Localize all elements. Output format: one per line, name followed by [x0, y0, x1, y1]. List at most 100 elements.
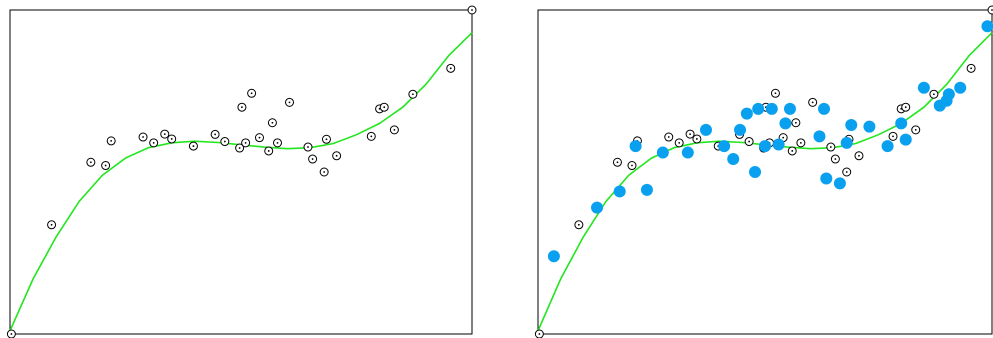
point-center-dot: [616, 161, 619, 164]
open-data-point: [321, 134, 331, 144]
open-data-point: [47, 220, 57, 230]
open-data-point: [366, 131, 376, 141]
point-center-dot: [271, 121, 274, 124]
filled-data-point: [727, 153, 740, 166]
point-center-dot: [991, 9, 993, 11]
point-center-dot: [631, 164, 633, 167]
point-ring: [987, 5, 993, 15]
point-center-dot: [794, 121, 797, 124]
open-data-point: [842, 167, 852, 177]
open-data-point: [901, 102, 911, 112]
open-data-point: [744, 137, 754, 147]
filled-data-point: [863, 120, 876, 133]
open-data-point: [808, 97, 818, 107]
filled-data-point: [759, 140, 771, 153]
point-center-dot: [577, 223, 580, 226]
open-data-point: [237, 102, 247, 112]
filled-data-point: [917, 81, 930, 94]
point-center-dot: [163, 133, 166, 135]
open-data-point: [664, 132, 674, 142]
point-center-dot: [311, 158, 314, 160]
filled-data-point: [954, 81, 967, 94]
fit-curve: [9, 32, 473, 332]
point-center-dot: [799, 141, 802, 144]
point-center-dot: [170, 138, 173, 140]
open-data-point: [685, 129, 695, 139]
open-data-point: [379, 102, 389, 112]
filled-data-point: [818, 102, 831, 115]
open-data-point: [308, 154, 318, 164]
plot-frame: [9, 9, 473, 335]
point-center-dot: [214, 133, 217, 136]
filled-data-point: [547, 250, 560, 263]
open-data-point: [220, 137, 230, 147]
open-data-point: [966, 63, 976, 73]
open-data-point: [332, 151, 342, 161]
point-center-dot: [845, 171, 848, 173]
point-center-dot: [370, 135, 373, 138]
point-center-dot: [110, 139, 113, 142]
point-center-dot: [258, 136, 261, 139]
point-center-dot: [932, 93, 935, 96]
open-data-point: [6, 329, 16, 338]
left-scatter-panel: [6, 5, 477, 338]
filled-data-point: [681, 146, 694, 159]
open-data-point: [247, 88, 257, 98]
open-data-point: [235, 143, 245, 153]
filled-data-point: [772, 138, 785, 151]
point-center-dot: [696, 138, 698, 140]
point-center-dot: [834, 158, 837, 160]
open-data-point: [612, 157, 622, 167]
filled-data-point: [895, 117, 908, 130]
point-center-dot: [152, 141, 155, 144]
open-data-point: [826, 142, 836, 152]
filled-data-point: [656, 146, 669, 159]
filled-data-point: [783, 102, 796, 115]
open-data-point: [86, 157, 96, 167]
filled-data-point: [820, 172, 833, 185]
open-data-point: [929, 89, 939, 99]
point-center-dot: [538, 333, 541, 335]
filled-data-point: [813, 130, 826, 143]
open-data-point: [210, 129, 220, 139]
filled-data-point: [845, 119, 858, 132]
open-data-point: [272, 138, 282, 148]
point-center-dot: [858, 154, 860, 157]
open-data-point: [467, 5, 477, 15]
open-data-point: [854, 151, 864, 161]
open-data-point: [160, 129, 170, 139]
open-data-point: [796, 138, 806, 148]
point-center-dot: [791, 150, 794, 152]
open-data-point: [241, 138, 251, 148]
point-center-dot: [323, 171, 326, 173]
open-data-point: [791, 118, 801, 128]
open-data-point: [167, 134, 177, 144]
open-data-point: [389, 125, 399, 135]
point-center-dot: [411, 93, 414, 96]
point-center-dot: [307, 146, 309, 148]
point-center-dot: [89, 161, 92, 164]
fit-curve: [537, 32, 993, 332]
point-center-dot: [142, 136, 144, 138]
point-center-dot: [267, 150, 270, 152]
point-center-dot: [811, 101, 814, 104]
point-center-dot: [829, 146, 832, 148]
open-data-point: [830, 154, 840, 164]
point-center-dot: [892, 135, 894, 138]
open-data-point: [888, 131, 898, 141]
filled-data-point: [699, 123, 712, 136]
filled-data-point: [740, 107, 753, 120]
point-center-dot: [904, 106, 907, 109]
open-data-point: [101, 161, 111, 171]
filled-data-point: [881, 140, 894, 153]
open-data-point: [987, 5, 993, 15]
filled-data-point: [840, 136, 853, 149]
point-center-dot: [238, 147, 241, 149]
filled-data-point: [765, 102, 778, 115]
point-center-dot: [325, 138, 328, 141]
filled-data-point: [779, 117, 792, 130]
open-data-point: [911, 125, 921, 135]
point-center-dot: [383, 106, 386, 109]
